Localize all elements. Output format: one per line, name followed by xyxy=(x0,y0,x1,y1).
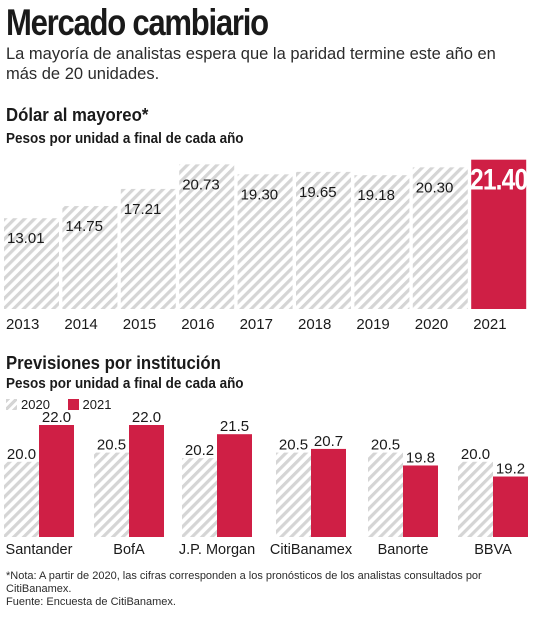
legend-label-2021: 2021 xyxy=(82,397,112,412)
value-label-Santander-2021: 22.0 xyxy=(42,409,71,426)
value-label-2018: 19.65 xyxy=(299,184,337,201)
bar-2021 xyxy=(471,159,527,309)
forecast-chart: 20.0 22.0 Santander 20.5 22.0 BofA 20.2 21.5 J.P… xyxy=(4,409,528,558)
value-label-BofA-2021: 22.0 xyxy=(132,409,161,426)
bar-CitiBanamex-2021 xyxy=(311,448,346,537)
bar-CitiBanamex-2020 xyxy=(276,452,311,537)
value-label-2021: 21.40 xyxy=(470,162,528,196)
bar-2014 xyxy=(62,206,118,309)
bar-Banorte-2021 xyxy=(403,465,438,537)
value-label-Banorte-2021: 19.8 xyxy=(406,449,435,466)
category-label-2015: 2015 xyxy=(123,316,156,333)
category-label-2016: 2016 xyxy=(181,316,214,333)
value-label-2015: 17.21 xyxy=(124,201,162,218)
legend: 2020 2021 xyxy=(6,397,125,415)
bar-Santander-2020 xyxy=(4,461,39,537)
value-label-2020: 20.30 xyxy=(416,179,454,196)
value-label-2013: 13.01 xyxy=(7,230,45,247)
value-label-Banorte-2020: 20.5 xyxy=(371,437,400,454)
category-label-2021: 2021 xyxy=(473,316,506,333)
value-label-BofA-2020: 20.5 xyxy=(97,437,126,454)
footnote-note: *Nota: A partir de 2020, las cifras corr… xyxy=(6,570,482,595)
section1-subheading: Pesos por unidad a final de cada año xyxy=(6,131,244,147)
bar-J.P. Morgan-2021 xyxy=(217,434,252,537)
bar-BofA-2020 xyxy=(94,452,129,537)
category-label-2018: 2018 xyxy=(298,316,331,333)
bar-Santander-2021 xyxy=(39,425,74,537)
category-label-2020: 2020 xyxy=(415,316,448,333)
footnote: *Nota: A partir de 2020, las cifras corr… xyxy=(6,570,526,609)
value-label-CitiBanamex-2020: 20.5 xyxy=(279,437,308,454)
bar-2016 xyxy=(179,164,235,309)
category-label-Banorte: Banorte xyxy=(378,542,429,558)
bar-2020 xyxy=(412,167,468,309)
annual-rate-chart: 13.01 2013 14.75 2014 17.21 2015 20.73 2016 19.3… xyxy=(4,159,529,333)
legend-item-2020: 2020 xyxy=(6,397,50,412)
category-label-BofA: BofA xyxy=(113,542,145,558)
value-label-2014: 14.75 xyxy=(65,218,103,235)
category-label-J.P. Morgan: J.P. Morgan xyxy=(179,542,255,558)
section2-heading: Previsiones por institución xyxy=(6,353,221,373)
category-label-2014: 2014 xyxy=(64,316,97,333)
bar-2015 xyxy=(120,188,176,309)
bar-2013 xyxy=(4,218,59,309)
chart-title: Mercado cambiario xyxy=(6,2,269,43)
section2-subheading: Pesos por unidad a final de cada año xyxy=(6,376,244,392)
legend-swatch-2020 xyxy=(6,399,17,410)
bar-J.P. Morgan-2020 xyxy=(182,458,217,537)
bar-Banorte-2020 xyxy=(368,452,403,537)
value-label-CitiBanamex-2021: 20.7 xyxy=(314,433,343,450)
legend-item-2021: 2021 xyxy=(67,397,112,412)
bar-BBVA-2021 xyxy=(493,476,528,537)
category-label-CitiBanamex: CitiBanamex xyxy=(270,542,353,558)
section1-heading: Dólar al mayoreo* xyxy=(6,105,149,125)
category-label-2019: 2019 xyxy=(356,316,389,333)
value-label-2019: 19.18 xyxy=(357,187,395,204)
legend-label-2020: 2020 xyxy=(21,397,50,412)
category-label-Santander: Santander xyxy=(6,542,73,558)
chart-subtitle: La mayoría de analistas espera que la pa… xyxy=(6,45,496,83)
value-label-J.P. Morgan-2021: 21.5 xyxy=(220,418,249,435)
footnote-source: Fuente: Encuesta de CitiBanamex. xyxy=(6,596,176,608)
bar-2019 xyxy=(354,175,410,309)
bar-BofA-2021 xyxy=(129,425,164,537)
bar-2018 xyxy=(296,171,351,309)
category-label-BBVA: BBVA xyxy=(474,542,512,558)
bar-BBVA-2020 xyxy=(458,461,493,537)
bar-2017 xyxy=(237,174,293,309)
value-label-BBVA-2021: 19.2 xyxy=(496,461,525,478)
value-label-BBVA-2020: 20.0 xyxy=(461,446,490,463)
legend-swatch-2021 xyxy=(67,399,79,410)
value-label-2017: 19.30 xyxy=(241,186,279,203)
category-label-2013: 2013 xyxy=(6,316,39,333)
value-label-J.P. Morgan-2020: 20.2 xyxy=(185,442,214,459)
category-label-2017: 2017 xyxy=(240,316,273,333)
value-label-2016: 20.73 xyxy=(182,176,220,193)
value-label-Santander-2020: 20.0 xyxy=(7,446,36,463)
